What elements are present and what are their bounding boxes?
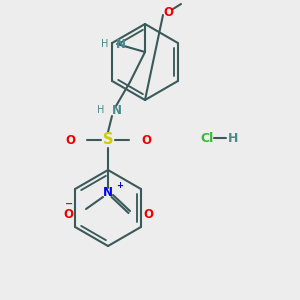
Text: +: + bbox=[116, 182, 123, 190]
Text: H: H bbox=[101, 39, 109, 49]
Text: H: H bbox=[97, 105, 105, 115]
Text: O: O bbox=[141, 134, 151, 146]
Text: −: − bbox=[65, 199, 73, 209]
Text: N: N bbox=[112, 103, 122, 116]
Text: O: O bbox=[65, 134, 75, 146]
Text: N: N bbox=[103, 185, 113, 199]
Text: O: O bbox=[63, 208, 73, 220]
Text: N: N bbox=[116, 38, 126, 50]
Text: O: O bbox=[163, 5, 173, 19]
Text: O: O bbox=[143, 208, 153, 220]
Text: S: S bbox=[103, 133, 113, 148]
Text: H: H bbox=[228, 131, 238, 145]
Text: Cl: Cl bbox=[200, 131, 213, 145]
